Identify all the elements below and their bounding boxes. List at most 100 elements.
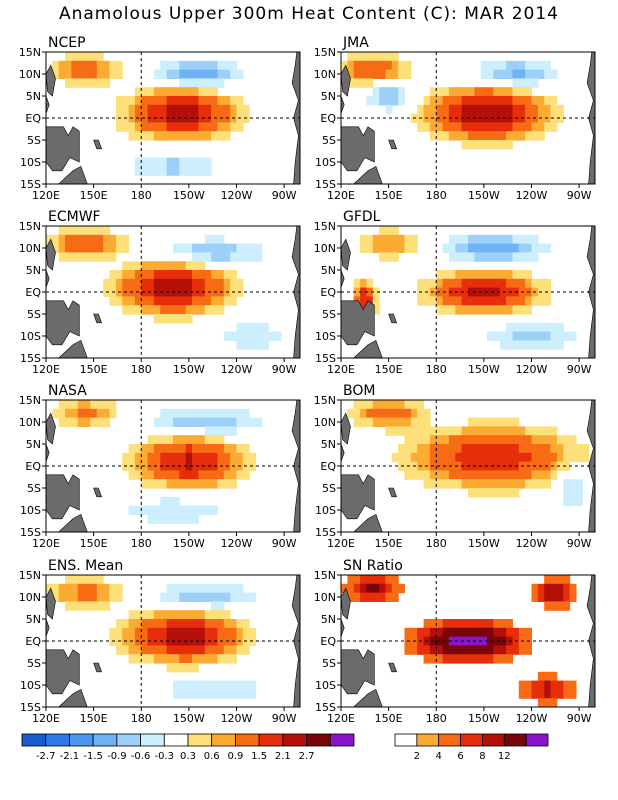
field-cell <box>173 113 180 123</box>
field-cell <box>198 252 206 262</box>
field-cell <box>480 636 488 646</box>
field-cell <box>185 583 193 594</box>
field-cell <box>77 252 85 262</box>
field-cell <box>179 296 187 306</box>
field-cell <box>525 479 532 489</box>
field-cell <box>134 261 142 271</box>
field-cell <box>480 69 488 79</box>
field-cell <box>153 314 161 324</box>
field-cell <box>173 261 180 271</box>
field-cell <box>166 583 174 594</box>
field-cell <box>499 278 507 289</box>
field-cell <box>423 426 431 436</box>
field-cell <box>404 69 412 79</box>
field-cell <box>525 627 532 638</box>
land-mask <box>93 313 103 324</box>
field-cell <box>404 452 412 463</box>
field-cell <box>128 470 136 480</box>
field-cell <box>153 166 161 176</box>
field-cell <box>480 113 488 123</box>
field-cell <box>198 479 206 489</box>
field-cell <box>185 417 193 427</box>
field-cell <box>230 452 238 463</box>
field-cell <box>366 78 374 88</box>
field-cell <box>153 305 161 315</box>
field-cell <box>537 479 545 489</box>
field-cell <box>128 610 136 620</box>
land-mask <box>353 688 383 707</box>
field-cell <box>223 610 231 620</box>
field-cell <box>518 234 526 245</box>
field-cell <box>134 444 142 454</box>
field-cell <box>141 104 149 115</box>
field-cell <box>537 689 545 699</box>
field-cell <box>506 470 513 480</box>
y-tick-label: 5N <box>26 613 41 626</box>
field-cell <box>153 417 161 427</box>
field-cell <box>84 400 91 410</box>
field-cell <box>531 96 539 106</box>
field-cell <box>442 645 450 655</box>
field-cell <box>192 122 199 132</box>
field-cell <box>525 444 532 454</box>
field-cell <box>128 452 136 463</box>
field-cell <box>160 278 168 289</box>
field-cell <box>96 252 104 262</box>
field-cell <box>211 444 218 454</box>
field-cell <box>185 314 193 324</box>
y-tick-label: 5N <box>26 90 41 103</box>
field-cell <box>499 305 507 315</box>
field-cell <box>569 435 577 445</box>
field-cell <box>217 243 225 253</box>
colorbar-swatch <box>258 733 284 747</box>
land-mask <box>291 400 300 532</box>
y-tick-label: EQ <box>25 460 41 473</box>
field-cell <box>65 60 72 71</box>
field-cell <box>242 444 250 454</box>
field-cell <box>217 426 225 436</box>
y-tick-label: 15N <box>19 220 41 233</box>
field-cell <box>58 243 66 253</box>
field-cell <box>160 444 168 454</box>
field-cell <box>442 287 450 297</box>
field-cell <box>436 131 444 141</box>
field-cell <box>423 104 431 115</box>
field-cell <box>544 96 552 106</box>
field-cell <box>493 488 501 498</box>
field-cell <box>512 452 520 463</box>
field-cell <box>173 104 180 115</box>
field-cell <box>480 654 488 664</box>
field-cell <box>223 278 231 289</box>
field-cell <box>122 270 130 280</box>
field-cell <box>90 601 98 611</box>
field-cells <box>46 575 300 707</box>
field-cell <box>160 122 168 132</box>
field-cell <box>487 278 494 289</box>
field-cell <box>537 69 545 79</box>
field-cell <box>525 305 532 315</box>
field-cell <box>179 680 187 690</box>
field-cell <box>544 426 552 436</box>
field-cell <box>474 452 482 463</box>
field-cell <box>550 96 558 106</box>
field-cell <box>544 452 552 463</box>
field-cell <box>404 400 412 410</box>
field-cell <box>487 113 494 123</box>
field-cell <box>84 417 91 427</box>
field-cell <box>379 226 386 236</box>
field-cell <box>461 278 469 289</box>
land-mask <box>341 300 375 346</box>
x-tick-label: 120W <box>221 363 253 376</box>
field-cell <box>58 583 66 594</box>
field-cell <box>360 408 367 419</box>
field-cell <box>204 243 212 253</box>
x-tick-label: 120W <box>221 537 253 550</box>
field-cell <box>147 96 155 106</box>
field-cell <box>429 470 437 480</box>
field-cell <box>512 131 520 141</box>
field-cell <box>96 226 104 236</box>
field-cell <box>230 252 238 262</box>
field-cell <box>436 654 444 664</box>
field-cell <box>474 243 482 253</box>
